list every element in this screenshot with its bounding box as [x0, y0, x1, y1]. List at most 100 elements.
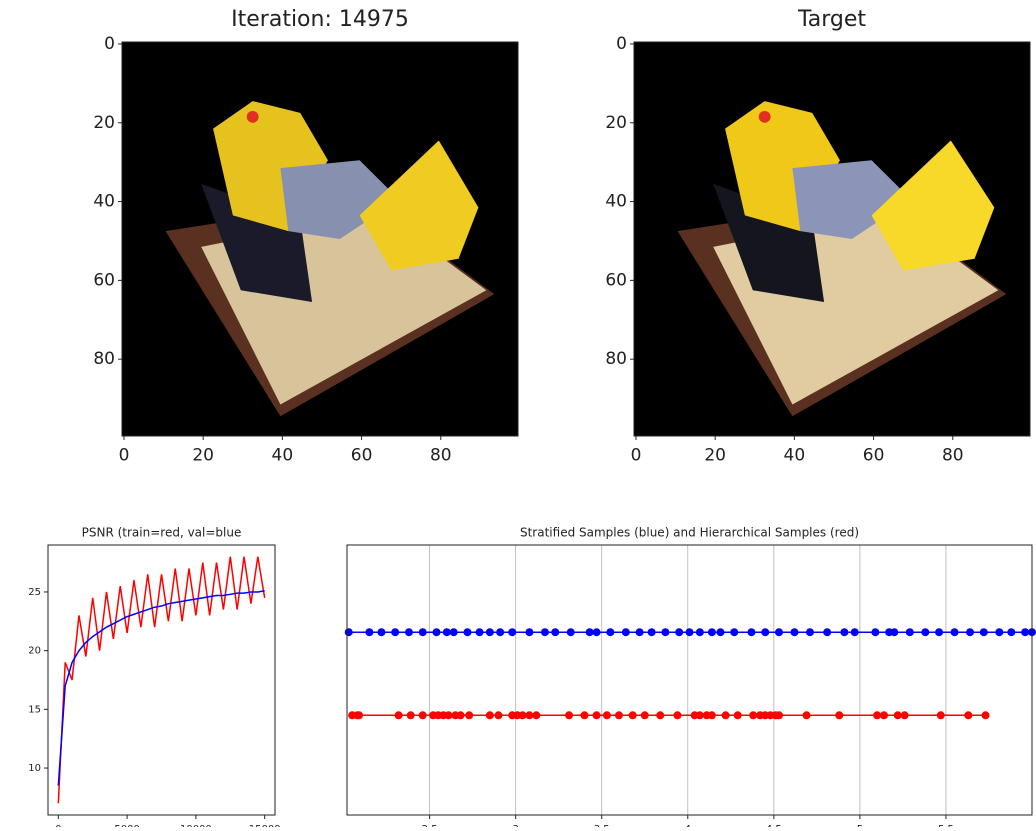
sample-point	[508, 628, 516, 636]
sample-point	[696, 628, 704, 636]
sample-point	[405, 628, 413, 636]
sample-point	[377, 628, 385, 636]
sample-point	[806, 628, 814, 636]
y-tick-label: 25	[28, 587, 41, 598]
x-tick-label: 40	[272, 446, 294, 466]
figure: 020406080020406080Iteration: 14975020406…	[0, 0, 1036, 827]
sample-point	[675, 628, 683, 636]
sample-point	[593, 628, 601, 636]
sample-point	[567, 628, 575, 636]
sample-point	[708, 628, 716, 636]
sample-point	[995, 628, 1003, 636]
sample-point	[345, 628, 353, 636]
sample-point	[730, 628, 738, 636]
sample-point	[937, 711, 945, 719]
sample-point	[419, 628, 427, 636]
series-line	[58, 591, 264, 786]
sample-point	[465, 711, 473, 719]
target-image	[634, 42, 1030, 436]
y-tick-label: 80	[93, 349, 115, 369]
sample-point	[581, 711, 589, 719]
sample-point	[519, 711, 527, 719]
x-tick-label: 20	[704, 446, 726, 466]
chart-title: PSNR (train=red, val=blue	[82, 526, 242, 540]
sample-point	[496, 628, 504, 636]
x-tick-label: 60	[351, 446, 373, 466]
sample-point	[890, 628, 898, 636]
sample-point	[982, 711, 990, 719]
sample-point	[951, 628, 959, 636]
sample-point	[894, 711, 902, 719]
sample-point	[873, 711, 881, 719]
sample-point	[823, 628, 831, 636]
sample-point	[686, 628, 694, 636]
y-tick-label: 80	[605, 349, 627, 369]
sample-point	[790, 628, 798, 636]
y-tick-label: 0	[616, 34, 627, 54]
sample-point	[494, 711, 502, 719]
sample-point	[629, 711, 637, 719]
sample-point	[541, 628, 549, 636]
sample-point	[661, 628, 669, 636]
sample-point	[966, 628, 974, 636]
x-tick-label: 20	[192, 446, 214, 466]
x-tick-label: 0	[631, 446, 642, 466]
sample-point	[835, 711, 843, 719]
sample-point	[593, 711, 601, 719]
sample-point	[445, 711, 453, 719]
chart-title: Iteration: 14975	[231, 7, 409, 32]
sample-point	[615, 711, 623, 719]
y-tick-label: 20	[28, 646, 41, 657]
y-tick-label: 60	[93, 270, 115, 290]
y-tick-label: 20	[93, 113, 115, 133]
sample-point	[880, 711, 888, 719]
sample-point	[747, 628, 755, 636]
sample-point	[964, 711, 972, 719]
rendered-image	[122, 42, 518, 436]
sample-point	[586, 628, 594, 636]
sample-point	[407, 711, 415, 719]
sample-point	[365, 628, 373, 636]
sample-point	[603, 711, 611, 719]
sample-point	[716, 628, 724, 636]
sample-point	[673, 711, 681, 719]
y-tick-label: 15	[28, 704, 41, 715]
sample-point	[901, 711, 909, 719]
x-tick-label: 40	[784, 446, 806, 466]
sample-point	[622, 628, 630, 636]
x-tick-label: 80	[942, 446, 964, 466]
sample-point	[606, 628, 614, 636]
sample-point	[525, 628, 533, 636]
sample-point	[565, 711, 573, 719]
sample-point	[641, 711, 649, 719]
sample-point	[761, 628, 769, 636]
sample-point	[851, 628, 859, 636]
axes-frame	[347, 545, 1032, 815]
sample-point	[636, 628, 644, 636]
y-tick-label: 0	[104, 34, 115, 54]
sample-point	[443, 628, 451, 636]
sample-point	[463, 628, 471, 636]
sample-point	[749, 711, 757, 719]
sample-point	[551, 628, 559, 636]
chart-title: Stratified Samples (blue) and Hierarchic…	[520, 526, 859, 540]
y-tick-label: 40	[605, 192, 627, 212]
sample-point	[656, 711, 664, 719]
sample-point	[532, 711, 540, 719]
x-tick-label: 0	[119, 446, 130, 466]
sample-point	[775, 711, 783, 719]
sample-point	[457, 711, 465, 719]
sample-point	[476, 628, 484, 636]
sample-point	[1021, 628, 1029, 636]
sample-point	[722, 711, 730, 719]
x-tick-label: 80	[430, 446, 452, 466]
sample-point	[840, 628, 848, 636]
sample-point	[775, 628, 783, 636]
sample-point	[419, 711, 427, 719]
sample-point	[1007, 628, 1015, 636]
y-tick-label: 10	[28, 763, 41, 774]
sample-point	[708, 711, 716, 719]
sample-point	[871, 628, 879, 636]
sample-point	[734, 711, 742, 719]
chart-title: Target	[797, 7, 866, 32]
